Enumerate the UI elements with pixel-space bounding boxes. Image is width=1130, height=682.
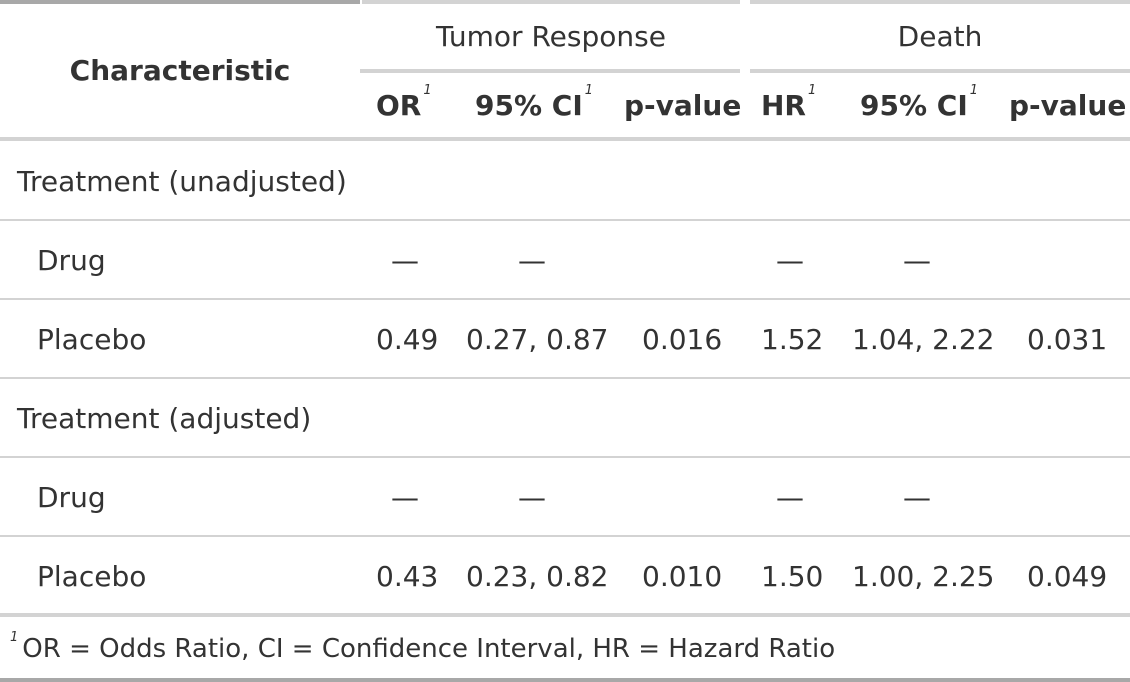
cell-ci-tumor: 0.27, 0.87: [466, 323, 609, 356]
cell-ci-death: 1.04, 2.22: [852, 323, 995, 356]
cell-pvalue-death: 0.049: [1027, 560, 1108, 593]
cell-ci-tumor: —: [518, 244, 546, 277]
row-divider: [0, 298, 1130, 300]
footnote: 1 OR = Odds Ratio, CI = Confidence Interv…: [10, 630, 836, 664]
row-label-placebo: Placebo: [37, 560, 147, 593]
cell-hr: —: [776, 481, 804, 514]
row-divider: [0, 219, 1130, 221]
row-divider: [0, 535, 1130, 537]
cell-ci-tumor: —: [518, 481, 546, 514]
spanner-underline-tumor: [360, 69, 740, 73]
header-ci-tumor-label: 95% CI: [475, 89, 583, 122]
footnote-marker: 1: [808, 83, 817, 98]
spanner-underline-death: [750, 69, 1130, 73]
row-group-label: Treatment (adjusted): [17, 402, 312, 435]
cell-ci-tumor: 0.23, 0.82: [466, 560, 609, 593]
header-pvalue-death: p-value: [1009, 89, 1127, 122]
cell-pvalue-tumor: 0.010: [642, 560, 723, 593]
spanner-death: Death: [897, 20, 983, 53]
header-hr: HR 1: [761, 83, 816, 122]
cell-or: —: [391, 244, 419, 277]
cell-hr: 1.50: [761, 560, 824, 593]
footnote-marker: 1: [584, 83, 594, 98]
top-border: [0, 0, 360, 4]
row-group-label: Treatment (unadjusted): [17, 165, 347, 198]
header-ci-death-label: 95% CI: [860, 89, 968, 122]
cell-ci-death: 1.00, 2.25: [852, 560, 995, 593]
header-ci-death: 95% CI 1: [860, 83, 978, 122]
spanner-tumor-response: Tumor Response: [436, 20, 666, 53]
header-hr-label: HR: [761, 89, 806, 122]
bottom-border: [0, 678, 1130, 682]
top-border-death: [750, 0, 1130, 4]
row-divider: [0, 456, 1130, 458]
header-pvalue-tumor: p-value: [624, 89, 742, 122]
header-or: OR 1: [376, 83, 432, 122]
cell-or: 0.43: [376, 560, 439, 593]
top-border-tumor: [362, 0, 740, 4]
footnote-marker: 1: [969, 83, 979, 98]
cell-pvalue-death: 0.031: [1027, 323, 1108, 356]
cell-hr: —: [776, 244, 804, 277]
cell-or: 0.49: [376, 323, 439, 356]
footnote-mark: 1: [10, 630, 19, 645]
cell-or: —: [391, 481, 419, 514]
body-bottom-border: [0, 613, 1130, 617]
header-or-label: OR: [376, 89, 422, 122]
footnote-marker: 1: [423, 83, 432, 98]
cell-hr: 1.52: [761, 323, 824, 356]
row-label-drug: Drug: [37, 481, 106, 514]
cell-ci-death: —: [903, 244, 931, 277]
row-divider: [0, 377, 1130, 379]
header-characteristic: Characteristic: [69, 54, 291, 87]
header-ci-tumor: 95% CI 1: [475, 83, 593, 122]
header-bottom-border: [0, 137, 1130, 141]
footnote-text: OR = Odds Ratio, CI = Confidence Interva…: [22, 634, 836, 664]
cell-ci-death: —: [903, 481, 931, 514]
row-label-placebo: Placebo: [37, 323, 147, 356]
row-label-drug: Drug: [37, 244, 106, 277]
cell-pvalue-tumor: 0.016: [642, 323, 723, 356]
